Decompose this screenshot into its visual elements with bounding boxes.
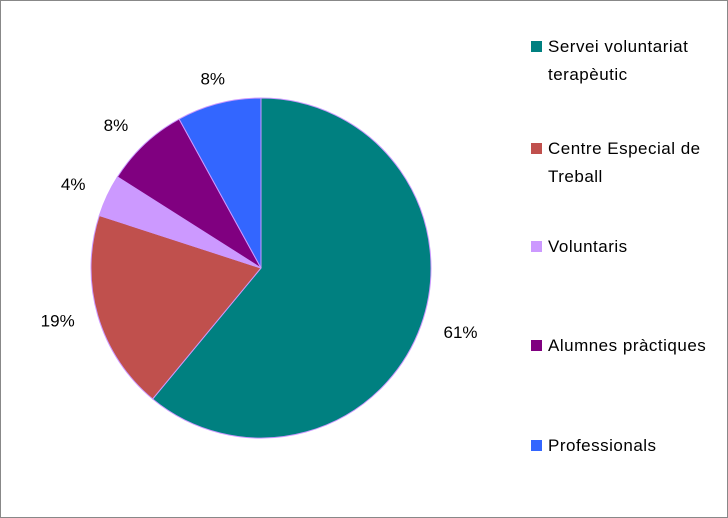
data-label: 61% — [444, 323, 478, 342]
legend-swatch — [531, 340, 542, 351]
legend-swatch — [531, 440, 542, 451]
legend-entry: Servei voluntariat terapèutic — [531, 33, 721, 89]
data-label: 8% — [200, 70, 225, 89]
legend-swatch — [531, 41, 542, 52]
legend-entry: Centre Especial de Treball — [531, 135, 721, 191]
legend-swatch — [531, 241, 542, 252]
pie-slice — [90, 214, 262, 400]
data-label: 8% — [104, 116, 129, 135]
pie-slice — [151, 97, 432, 439]
legend-label: Alumnes pràctiques — [548, 336, 707, 355]
legend-entry: Professionals — [531, 432, 721, 460]
legend-label: Centre Especial de Treball — [548, 139, 701, 186]
legend-label: Professionals — [548, 436, 657, 455]
legend-entry: Alumnes pràctiques — [531, 332, 721, 360]
legend-entry: Voluntaris — [531, 233, 721, 261]
legend-label: Servei voluntariat terapèutic — [548, 37, 689, 84]
data-label: 4% — [61, 175, 86, 194]
pie-slice — [178, 97, 262, 269]
legend-label: Voluntaris — [548, 237, 628, 256]
legend-swatch — [531, 143, 542, 154]
data-label: 19% — [41, 312, 75, 331]
